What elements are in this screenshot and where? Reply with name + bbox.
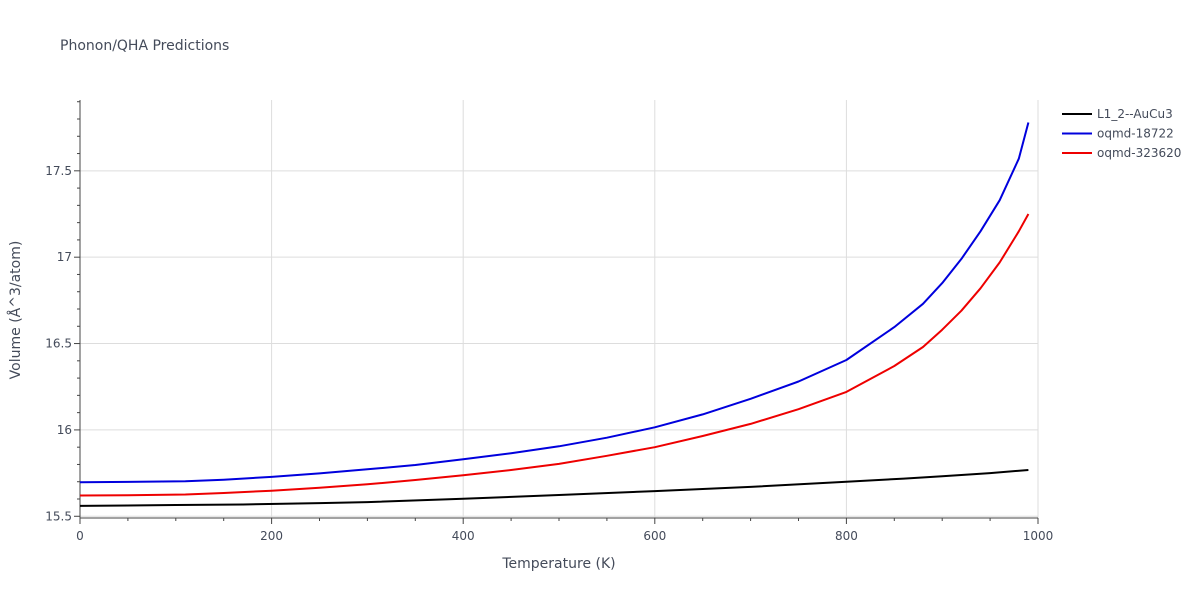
legend-label-0: L1_2--AuCu3 — [1097, 107, 1173, 121]
y-tick-label: 17 — [57, 250, 72, 264]
x-tick-label: 400 — [452, 529, 475, 543]
y-tick-label: 17.5 — [45, 164, 72, 178]
y-axis-label: Volume (Å^3/atom) — [7, 241, 24, 380]
y-tick-label: 16 — [57, 423, 72, 437]
y-tick-label: 16.5 — [45, 337, 72, 351]
y-tick-label: 15.5 — [45, 509, 72, 523]
x-tick-label: 200 — [260, 529, 283, 543]
axes: 0 200 400 600 800 1000 15.5 16 16.5 17 17.5 — [45, 100, 1053, 543]
series-line-0 — [79, 469, 1029, 507]
x-tick-label: 0 — [76, 529, 84, 543]
legend-label-1: oqmd-18722 — [1097, 127, 1174, 141]
chart-title: Phonon/QHA Predictions — [60, 38, 229, 54]
x-axis-label: Temperature (K) — [501, 556, 615, 572]
x-tick-label: 600 — [643, 529, 666, 543]
grid-lines — [80, 100, 1039, 518]
x-tick-label: 1000 — [1023, 529, 1054, 543]
legend-label-2: oqmd-323620 — [1097, 146, 1181, 160]
series-lines — [79, 122, 1030, 507]
series-line-2 — [79, 213, 1030, 497]
legend: L1_2--AuCu3 oqmd-18722 oqmd-323620 — [1062, 107, 1181, 160]
series-line-1 — [79, 122, 1030, 484]
x-tick-label: 800 — [835, 529, 858, 543]
